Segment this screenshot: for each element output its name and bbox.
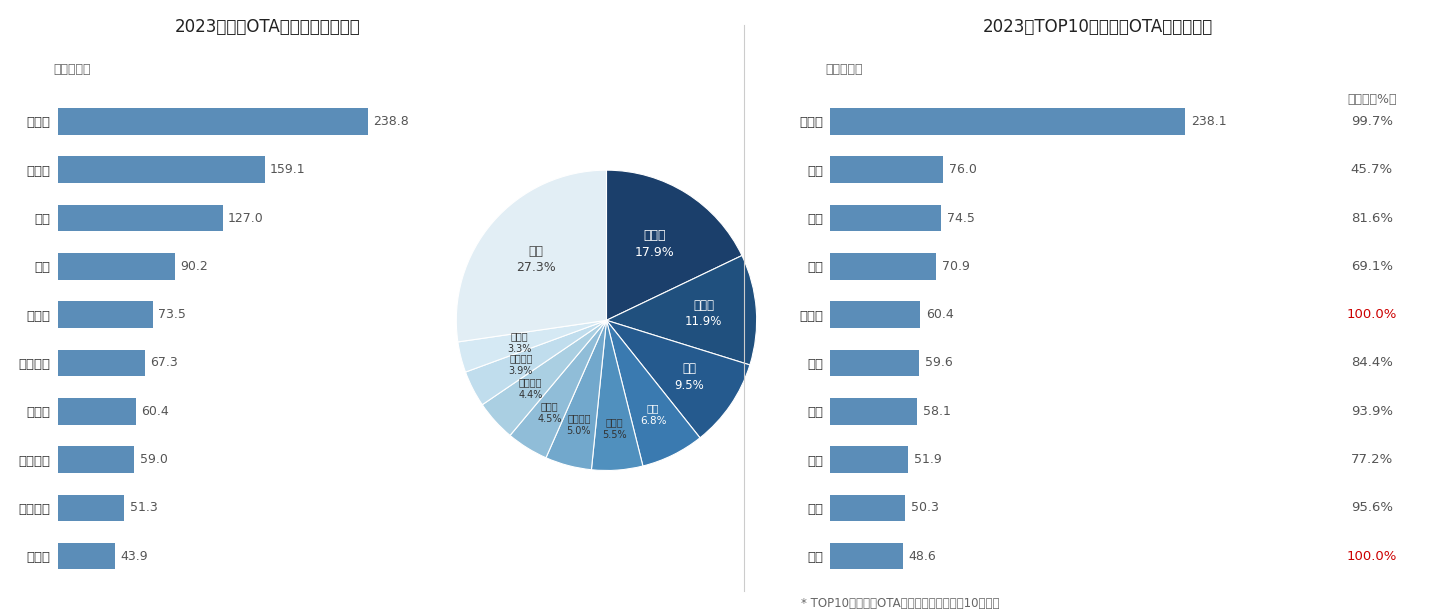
Text: 93.9%: 93.9% (1350, 405, 1393, 418)
Wedge shape (546, 320, 606, 470)
Text: 长安
6.8%: 长安 6.8% (640, 403, 666, 426)
Bar (830, 543, 902, 570)
Bar (58, 156, 264, 183)
Text: 76.0: 76.0 (950, 163, 978, 176)
Text: 特斯拉
4.5%: 特斯拉 4.5% (537, 401, 562, 424)
Bar (830, 108, 1186, 135)
Text: 81.6%: 81.6% (1350, 211, 1393, 224)
Text: 60.4: 60.4 (142, 405, 169, 418)
Text: 海纳新思
5.0%: 海纳新思 5.0% (566, 413, 591, 436)
Bar (58, 253, 175, 280)
Text: 亿咖通
5.5%: 亿咖通 5.5% (602, 417, 627, 440)
Text: 单位：万套: 单位：万套 (826, 63, 864, 76)
Text: 联友科技
4.4%: 联友科技 4.4% (518, 378, 543, 400)
Text: 95.6%: 95.6% (1350, 501, 1393, 514)
Bar (58, 301, 153, 328)
Text: 哈曼
9.5%: 哈曼 9.5% (674, 362, 705, 392)
Wedge shape (510, 320, 606, 458)
Wedge shape (606, 320, 700, 466)
Wedge shape (606, 256, 757, 365)
Wedge shape (606, 320, 749, 438)
Text: 单位：万套: 单位：万套 (53, 63, 91, 76)
Text: 50.3: 50.3 (911, 501, 939, 514)
Bar (830, 301, 920, 328)
Text: 84.4%: 84.4% (1352, 357, 1392, 370)
Text: 58.1: 58.1 (923, 405, 950, 418)
Text: 238.1: 238.1 (1191, 115, 1226, 128)
Text: 77.2%: 77.2% (1350, 453, 1393, 466)
Text: 51.9: 51.9 (914, 453, 941, 466)
Bar (58, 495, 124, 521)
Text: 99.7%: 99.7% (1350, 115, 1393, 128)
Wedge shape (482, 320, 606, 436)
Bar (58, 447, 134, 473)
Text: 59.6: 59.6 (926, 357, 953, 370)
Text: 127.0: 127.0 (228, 211, 264, 224)
Bar (830, 156, 943, 183)
Bar (830, 350, 918, 376)
Bar (58, 350, 146, 376)
Bar (58, 543, 116, 570)
Wedge shape (465, 320, 606, 405)
Text: 90.2: 90.2 (180, 260, 208, 273)
Text: 238.8: 238.8 (374, 115, 409, 128)
Text: 43.9: 43.9 (120, 549, 147, 562)
Text: 51.3: 51.3 (130, 501, 157, 514)
Text: 2023年国内OTA竞争格局（标配）: 2023年国内OTA竞争格局（标配） (175, 18, 360, 36)
Bar (58, 398, 136, 424)
Text: 48.6: 48.6 (908, 549, 936, 562)
Wedge shape (456, 170, 606, 342)
Bar (830, 398, 917, 424)
Bar (830, 205, 941, 231)
Text: 67.3: 67.3 (150, 357, 178, 370)
Text: 74.5: 74.5 (947, 211, 975, 224)
Text: 2023年TOP10车企品牌OTA渗透率分析: 2023年TOP10车企品牌OTA渗透率分析 (982, 18, 1213, 36)
Text: 艾拉比
11.9%: 艾拉比 11.9% (684, 299, 722, 328)
Text: 比亚迪
17.9%: 比亚迪 17.9% (635, 229, 674, 259)
Text: 仙豆智能
3.9%: 仙豆智能 3.9% (508, 353, 533, 376)
Wedge shape (458, 320, 606, 372)
Text: 其他
27.3%: 其他 27.3% (516, 245, 556, 274)
Text: 科络达
3.3%: 科络达 3.3% (507, 331, 531, 354)
Text: 45.7%: 45.7% (1350, 163, 1393, 176)
Bar (58, 205, 222, 231)
Wedge shape (606, 170, 742, 320)
Text: 100.0%: 100.0% (1347, 549, 1396, 562)
Text: 70.9: 70.9 (941, 260, 970, 273)
Text: 159.1: 159.1 (270, 163, 305, 176)
Text: 渗透率（%）: 渗透率（%） (1347, 93, 1396, 106)
Bar (58, 108, 368, 135)
Wedge shape (592, 320, 643, 471)
Text: 100.0%: 100.0% (1347, 308, 1396, 321)
Text: 60.4: 60.4 (926, 308, 954, 321)
Bar (830, 447, 908, 473)
Bar (830, 495, 905, 521)
Text: 73.5: 73.5 (159, 308, 186, 321)
Text: * TOP10是指具备OTA功能车型销量排名前10的品牌: * TOP10是指具备OTA功能车型销量排名前10的品牌 (801, 597, 999, 610)
Bar (830, 253, 936, 280)
Text: 59.0: 59.0 (140, 453, 168, 466)
Text: 69.1%: 69.1% (1350, 260, 1393, 273)
